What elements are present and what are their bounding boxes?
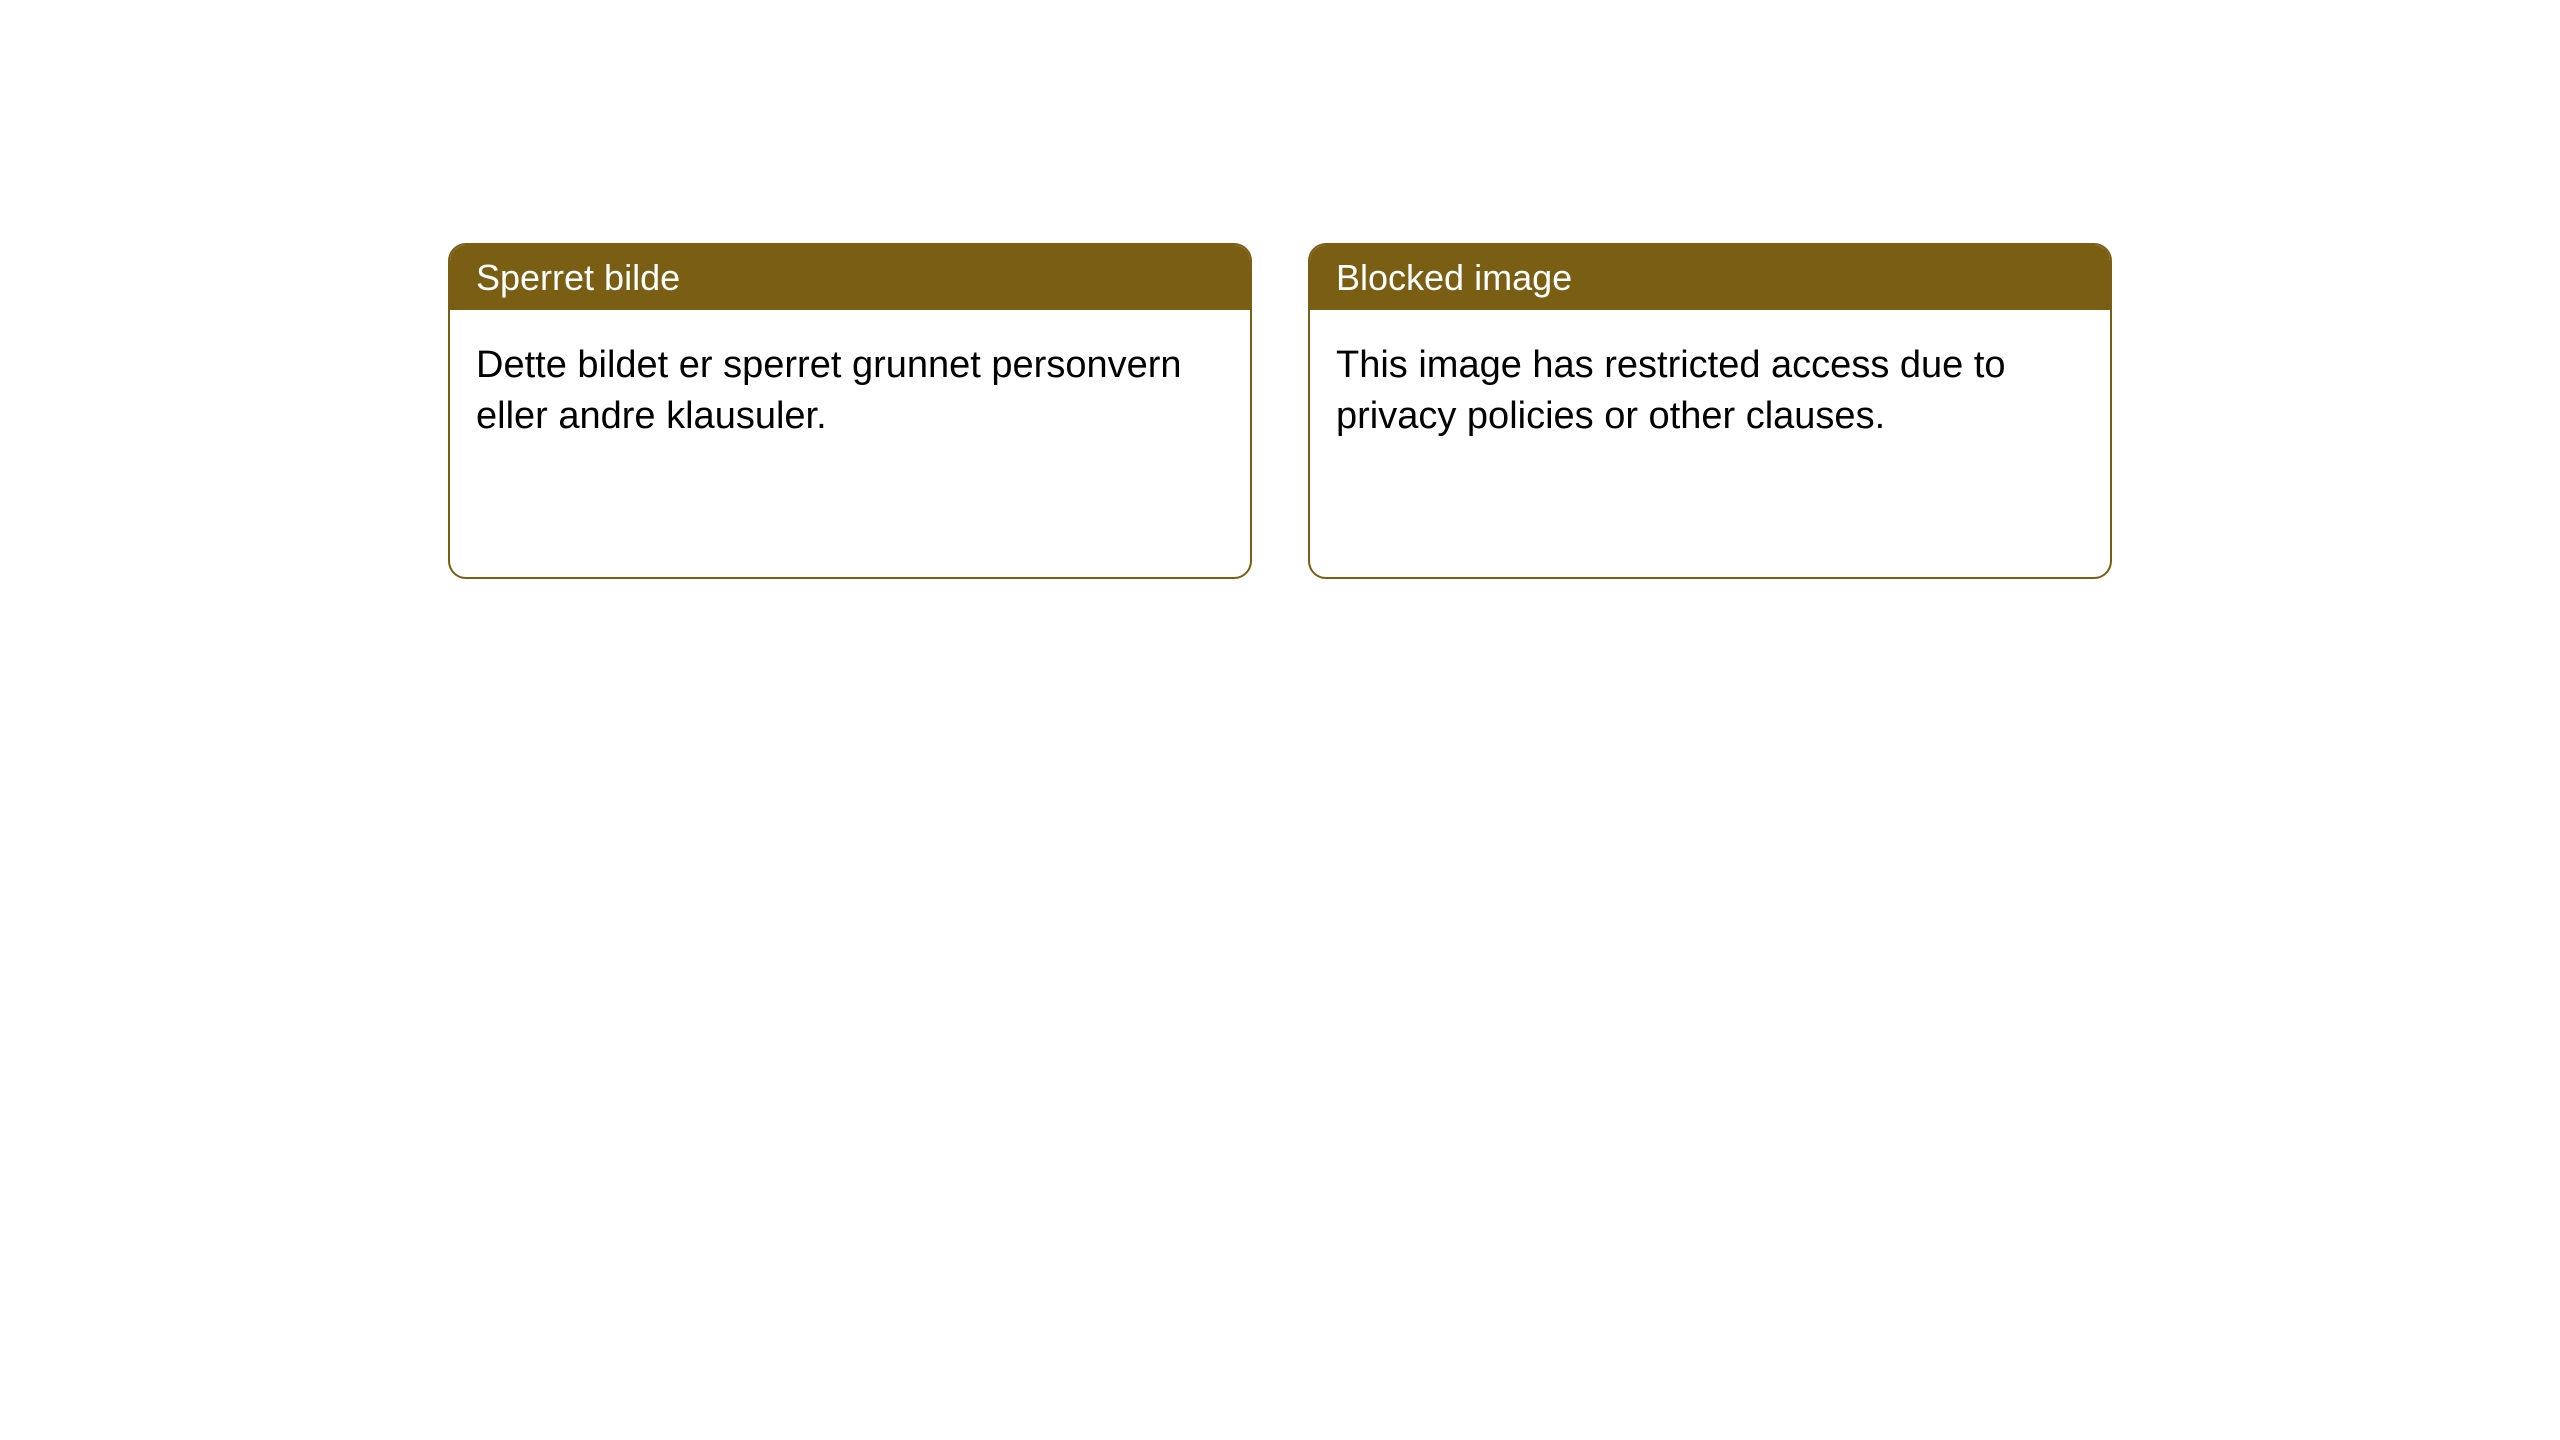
notice-container: Sperret bilde Dette bildet er sperret gr…: [448, 243, 2112, 579]
notice-card-norwegian: Sperret bilde Dette bildet er sperret gr…: [448, 243, 1252, 579]
notice-header: Blocked image: [1310, 245, 2110, 310]
notice-body: This image has restricted access due to …: [1310, 310, 2110, 473]
notice-card-english: Blocked image This image has restricted …: [1308, 243, 2112, 579]
notice-body: Dette bildet er sperret grunnet personve…: [450, 310, 1250, 473]
notice-header: Sperret bilde: [450, 245, 1250, 310]
